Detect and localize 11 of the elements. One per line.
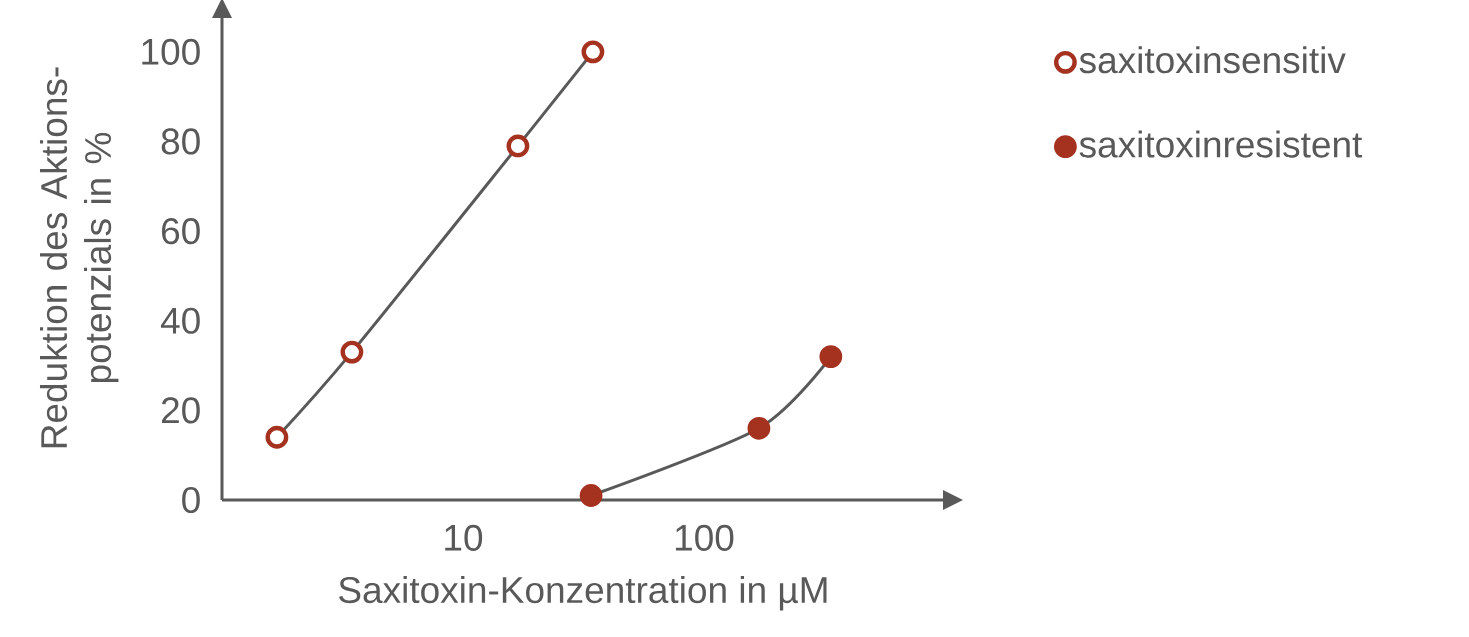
y-tick-label: 60 xyxy=(161,218,200,245)
x-axis-title: Saxitoxin-Konzentration in µM xyxy=(339,575,827,611)
y-axis-title: Reduktion des Aktions-potenzials in % xyxy=(39,67,119,448)
legend-label: saxitoxinsensitiv xyxy=(1079,46,1346,74)
y-tick-label: 100 xyxy=(142,38,200,65)
legend-label: saxitoxinresistent xyxy=(1079,130,1363,158)
y-tick-label: 0 xyxy=(182,486,200,514)
y-tick-label: 20 xyxy=(161,397,200,424)
y-tick-label: 40 xyxy=(160,307,200,334)
y-tick-label: 80 xyxy=(161,128,200,155)
x-tick-label: 10 xyxy=(445,524,483,551)
